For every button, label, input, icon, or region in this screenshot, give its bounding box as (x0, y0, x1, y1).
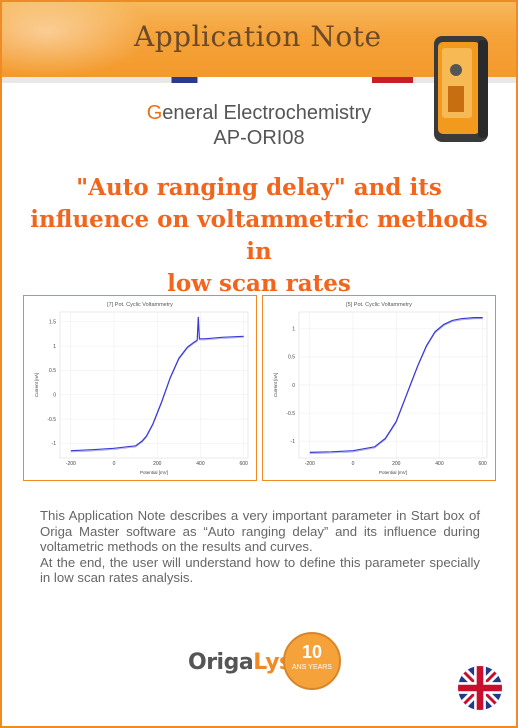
y-axis-label: Current [nA] (273, 373, 278, 397)
chart-svg: [5] Pot. Cyclic Voltammetry -200 0 200 400 60… (273, 302, 488, 475)
flag-stripe (2, 77, 516, 83)
y-tick-label: -1 (291, 439, 296, 445)
uk-flag-icon[interactable] (458, 666, 502, 710)
description-paragraph-2: At the end, the user will understand how… (40, 554, 480, 586)
chart-title: [7] Pot. Cyclic Voltammetry (107, 302, 173, 308)
x-tick-label: 200 (153, 461, 162, 467)
x-tick-label: 200 (392, 461, 401, 467)
x-axis-label: Potential [mV] (379, 470, 407, 475)
x-tick-label: 0 (352, 461, 355, 467)
series-line-overlap (70, 318, 244, 453)
plot-area (59, 311, 249, 459)
potentiostat-device-image (434, 36, 488, 142)
x-tick-label: -200 (66, 461, 76, 467)
x-tick-label: 0 (113, 461, 116, 467)
origalys-logo: OrigaLys (188, 650, 292, 675)
category-line: General Electrochemistry (0, 102, 518, 125)
chart-right: [5] Pot. Cyclic Voltammetry -200 0 200 400 60… (262, 295, 496, 481)
y-tick-label: 1.5 (49, 320, 56, 326)
description: This Application Note describes a very i… (40, 508, 480, 586)
x-tick-label: 600 (479, 461, 488, 467)
y-tick-label: 0 (292, 383, 295, 389)
category-text: eneral Electrochemistry (162, 102, 372, 124)
y-tick-label: -0.5 (286, 411, 295, 417)
y-axis-label: Current [nA] (34, 373, 39, 397)
anniversary-badge: 10 ANS YEARS (283, 632, 341, 690)
series-line-overlap (309, 318, 483, 454)
series-line (309, 317, 483, 453)
series-line (70, 316, 244, 452)
header-decoration (2, 2, 152, 77)
y-tick-label: 0 (53, 393, 56, 399)
main-title: "Auto ranging delay" and its influence o… (20, 172, 498, 300)
y-tick-label: -1 (52, 441, 57, 447)
header-title: Application Note (134, 20, 382, 53)
chart-svg: [7] Pot. Cyclic Voltammetry -200 0 200 400 60… (34, 302, 249, 475)
y-tick-label: 1 (53, 344, 56, 350)
logo-main: Origa (188, 650, 254, 675)
badge-number: 10 (301, 642, 323, 662)
description-paragraph-1: This Application Note describes a very i… (40, 508, 480, 555)
header-banner: Application Note (2, 2, 516, 77)
x-tick-label: 600 (240, 461, 249, 467)
chart-left: [7] Pot. Cyclic Voltammetry -200 0 200 400 60… (23, 295, 257, 481)
main-title-line-1: "Auto ranging delay" and its (76, 174, 442, 201)
main-title-line-3: low scan rates (167, 270, 351, 297)
badge-text: ANS YEARS (292, 664, 332, 671)
y-tick-label: 0.5 (288, 355, 295, 361)
category-initial: G (146, 102, 163, 124)
y-tick-label: 0.5 (49, 368, 56, 374)
document-code: AP-ORI08 (213, 127, 305, 149)
x-axis-label: Potential [mV] (140, 470, 168, 475)
y-tick-label: -0.5 (47, 417, 56, 423)
x-tick-label: 400 (435, 461, 444, 467)
chart-title: [5] Pot. Cyclic Voltammetry (346, 302, 412, 308)
y-tick-label: 1 (292, 327, 295, 333)
main-title-line-2: influence on voltammetric methods in (30, 206, 488, 265)
x-tick-label: 400 (196, 461, 205, 467)
x-tick-label: -200 (305, 461, 315, 467)
